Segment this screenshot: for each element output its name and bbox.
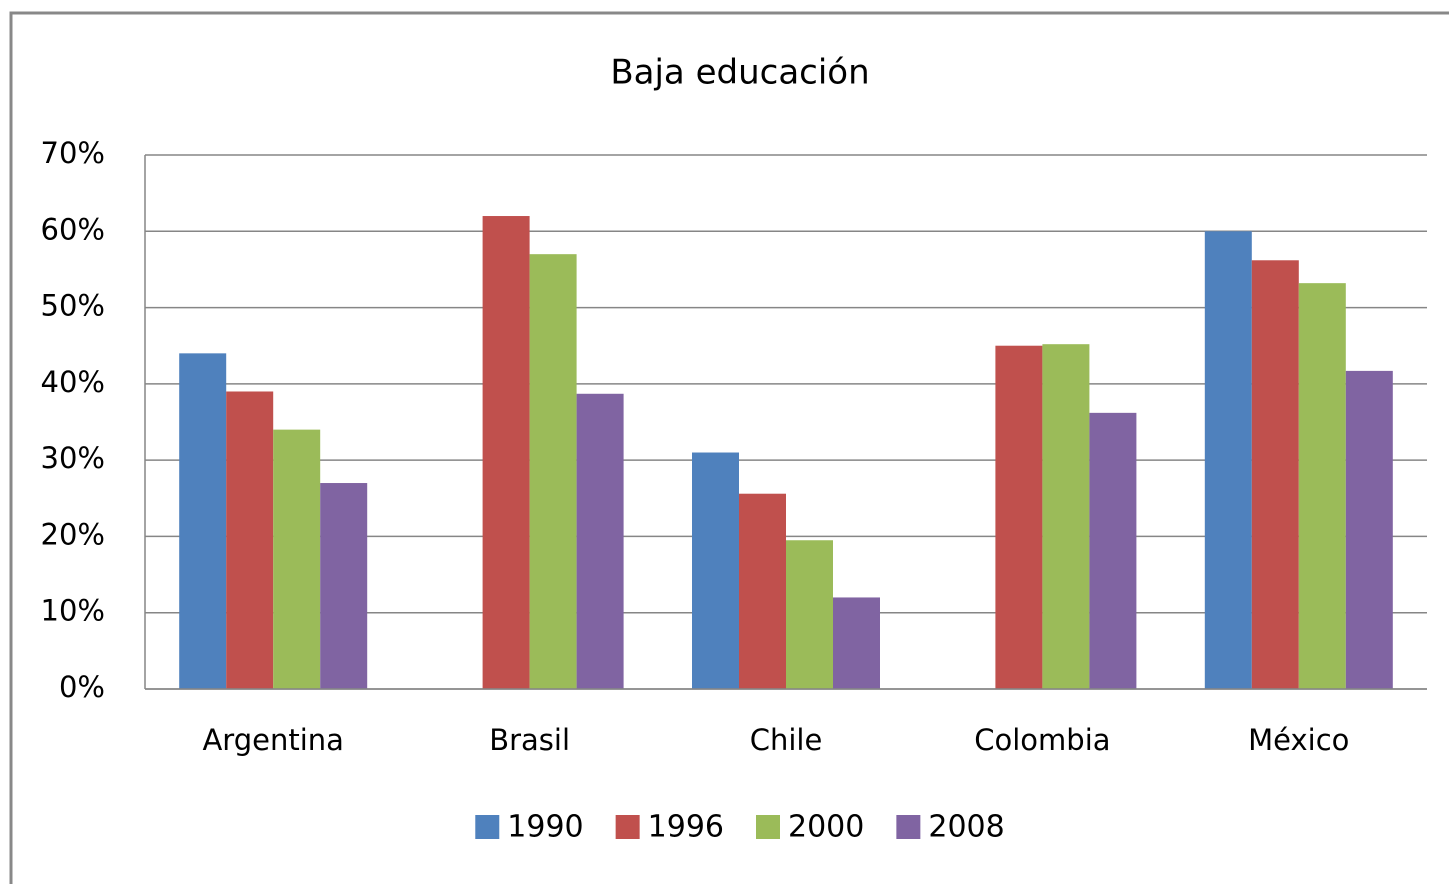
y-tick-label: 40%: [41, 365, 105, 399]
bar: [1204, 231, 1252, 690]
bar: [529, 254, 577, 689]
bar: [1042, 344, 1090, 689]
y-tick-label: 50%: [41, 289, 105, 323]
bar: [833, 597, 880, 689]
bar: [273, 429, 321, 689]
x-tick-label: México: [1248, 723, 1349, 757]
bar: [482, 216, 530, 689]
legend-swatch: [615, 815, 640, 839]
legend-swatch: [896, 815, 921, 839]
bar: [179, 353, 227, 689]
x-tick-label: Colombia: [974, 723, 1110, 757]
chart-frame: [9, 11, 1449, 884]
legend-label: 2008: [928, 810, 1004, 845]
bar: [1298, 283, 1346, 689]
x-tick-label: Argentina: [202, 723, 343, 757]
bar: [1345, 370, 1393, 689]
bar: [1089, 412, 1137, 689]
y-tick-label: 0%: [59, 670, 105, 704]
bar: [739, 493, 786, 689]
legend-swatch: [756, 815, 780, 839]
legend-swatch: [475, 815, 500, 839]
legend-label: 1996: [648, 810, 724, 845]
legend-label: 1990: [507, 810, 583, 845]
bar: [786, 540, 833, 689]
bar: [1251, 260, 1299, 689]
y-tick-label: 70%: [41, 136, 105, 170]
bar: [320, 483, 368, 689]
y-tick-label: 30%: [41, 441, 105, 475]
x-tick-label: Chile: [750, 723, 823, 757]
y-tick-label: 10%: [41, 594, 105, 628]
bar: [576, 393, 624, 689]
y-tick-label: 60%: [41, 212, 105, 246]
legend-label: 2000: [788, 810, 864, 845]
chart-title: Baja educación: [610, 53, 869, 93]
bar: [995, 345, 1043, 689]
x-tick-label: Brasil: [489, 723, 570, 757]
bar: [226, 391, 274, 689]
bar: [692, 452, 739, 689]
y-tick-label: 20%: [41, 517, 105, 551]
